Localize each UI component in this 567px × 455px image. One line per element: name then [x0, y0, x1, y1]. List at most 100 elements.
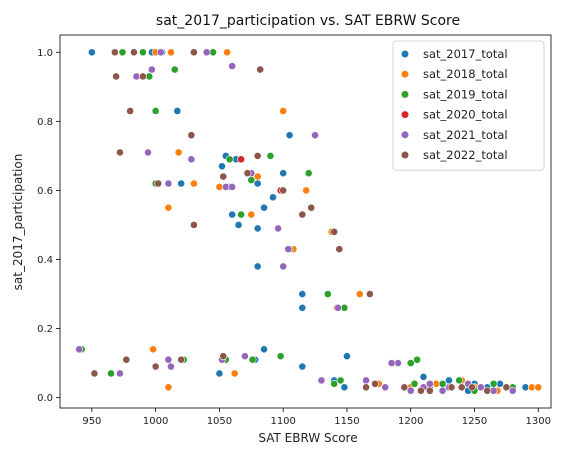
data-point — [237, 155, 245, 164]
x-tick-label: 1250 — [462, 416, 487, 427]
data-point — [311, 131, 319, 140]
data-point — [298, 362, 307, 371]
data-point — [371, 379, 379, 388]
data-point — [276, 352, 285, 361]
data-point — [284, 245, 293, 254]
data-point — [110, 48, 119, 57]
data-point — [116, 369, 124, 378]
legend: sat_2017_total sat_2018_total sat_2019_tot… — [392, 40, 545, 171]
data-point — [457, 383, 466, 392]
data-point — [174, 148, 183, 157]
data-point — [149, 345, 157, 354]
data-point — [154, 179, 163, 188]
data-point — [476, 383, 485, 392]
x-tick-label: 1050 — [207, 416, 232, 427]
data-point — [228, 183, 237, 191]
data-point — [355, 290, 364, 298]
data-point — [107, 369, 115, 378]
legend-marker — [400, 90, 410, 99]
data-point — [151, 107, 160, 115]
data-point — [223, 48, 231, 57]
y-tick-label: 0.2 — [37, 324, 53, 335]
data-point — [330, 227, 339, 236]
data-point — [298, 290, 307, 298]
data-point — [230, 369, 239, 378]
x-axis-label: SAT EBRW Score — [258, 431, 357, 445]
data-point — [138, 72, 147, 81]
data-point — [256, 65, 265, 74]
x-tick-label: 1100 — [270, 416, 295, 427]
data-point — [279, 169, 288, 178]
chart-title: sat_2017_participation vs. SAT EBRW Scor… — [156, 13, 460, 29]
data-point — [266, 151, 275, 160]
data-point — [190, 221, 198, 229]
data-point — [177, 179, 186, 188]
data-point — [237, 210, 245, 219]
y-tick-label: 0.6 — [37, 186, 53, 197]
data-point — [489, 379, 498, 388]
data-point — [170, 65, 179, 74]
y-axis: 0.0 0.2 0.4 0.6 0.8 1.0 — [37, 48, 60, 404]
data-point — [151, 362, 160, 371]
data-point — [218, 162, 226, 171]
data-point — [279, 107, 288, 115]
x-tick-label: 1200 — [398, 416, 423, 427]
y-tick-label: 1.0 — [37, 48, 53, 59]
data-point — [167, 48, 175, 57]
x-axis: 950 1000 1050 1100 1150 1200 1250 1300 — [82, 408, 551, 427]
data-point — [167, 362, 175, 371]
legend-box — [392, 40, 545, 171]
data-point — [215, 369, 224, 378]
data-point — [502, 383, 511, 392]
y-axis-label: sat_2017_participation — [11, 154, 25, 291]
legend-label: sat_2018_total — [423, 67, 508, 81]
data-point — [253, 262, 262, 271]
data-point — [468, 383, 476, 392]
legend-label: sat_2020_total — [423, 108, 508, 122]
data-point — [425, 379, 434, 388]
legend-label: sat_2019_total — [423, 87, 508, 101]
data-point — [219, 352, 228, 361]
data-point — [455, 376, 464, 385]
data-point — [90, 369, 99, 378]
data-point — [118, 48, 127, 57]
data-point — [330, 379, 339, 388]
legend-marker — [400, 150, 410, 160]
data-point — [253, 172, 262, 181]
legend-marker — [400, 110, 410, 119]
data-point — [144, 148, 152, 157]
data-point — [164, 179, 173, 188]
data-point — [87, 48, 96, 57]
data-point — [483, 386, 492, 395]
data-point — [164, 203, 173, 212]
data-point — [248, 355, 257, 364]
data-point — [417, 386, 425, 395]
data-point — [138, 48, 147, 57]
data-point — [279, 186, 288, 195]
data-point — [116, 148, 124, 157]
data-point — [438, 379, 447, 388]
data-point — [410, 379, 419, 388]
data-point — [406, 386, 415, 395]
legend-marker — [400, 70, 410, 79]
data-point — [190, 179, 198, 188]
data-point — [534, 383, 543, 392]
x-tick-label: 1300 — [526, 416, 551, 427]
data-point — [307, 203, 316, 212]
data-point — [269, 193, 277, 202]
data-point — [75, 345, 84, 354]
data-point — [298, 303, 307, 312]
data-point — [228, 210, 237, 219]
data-point — [340, 383, 349, 392]
data-point — [362, 383, 370, 392]
data-point — [260, 203, 268, 212]
data-point — [425, 386, 434, 395]
data-point — [187, 131, 196, 140]
data-point — [260, 345, 268, 354]
data-point — [336, 376, 345, 385]
data-point — [406, 359, 415, 368]
data-point — [419, 373, 428, 381]
data-point — [173, 107, 182, 115]
data-point — [366, 290, 374, 298]
data-point — [274, 224, 282, 233]
